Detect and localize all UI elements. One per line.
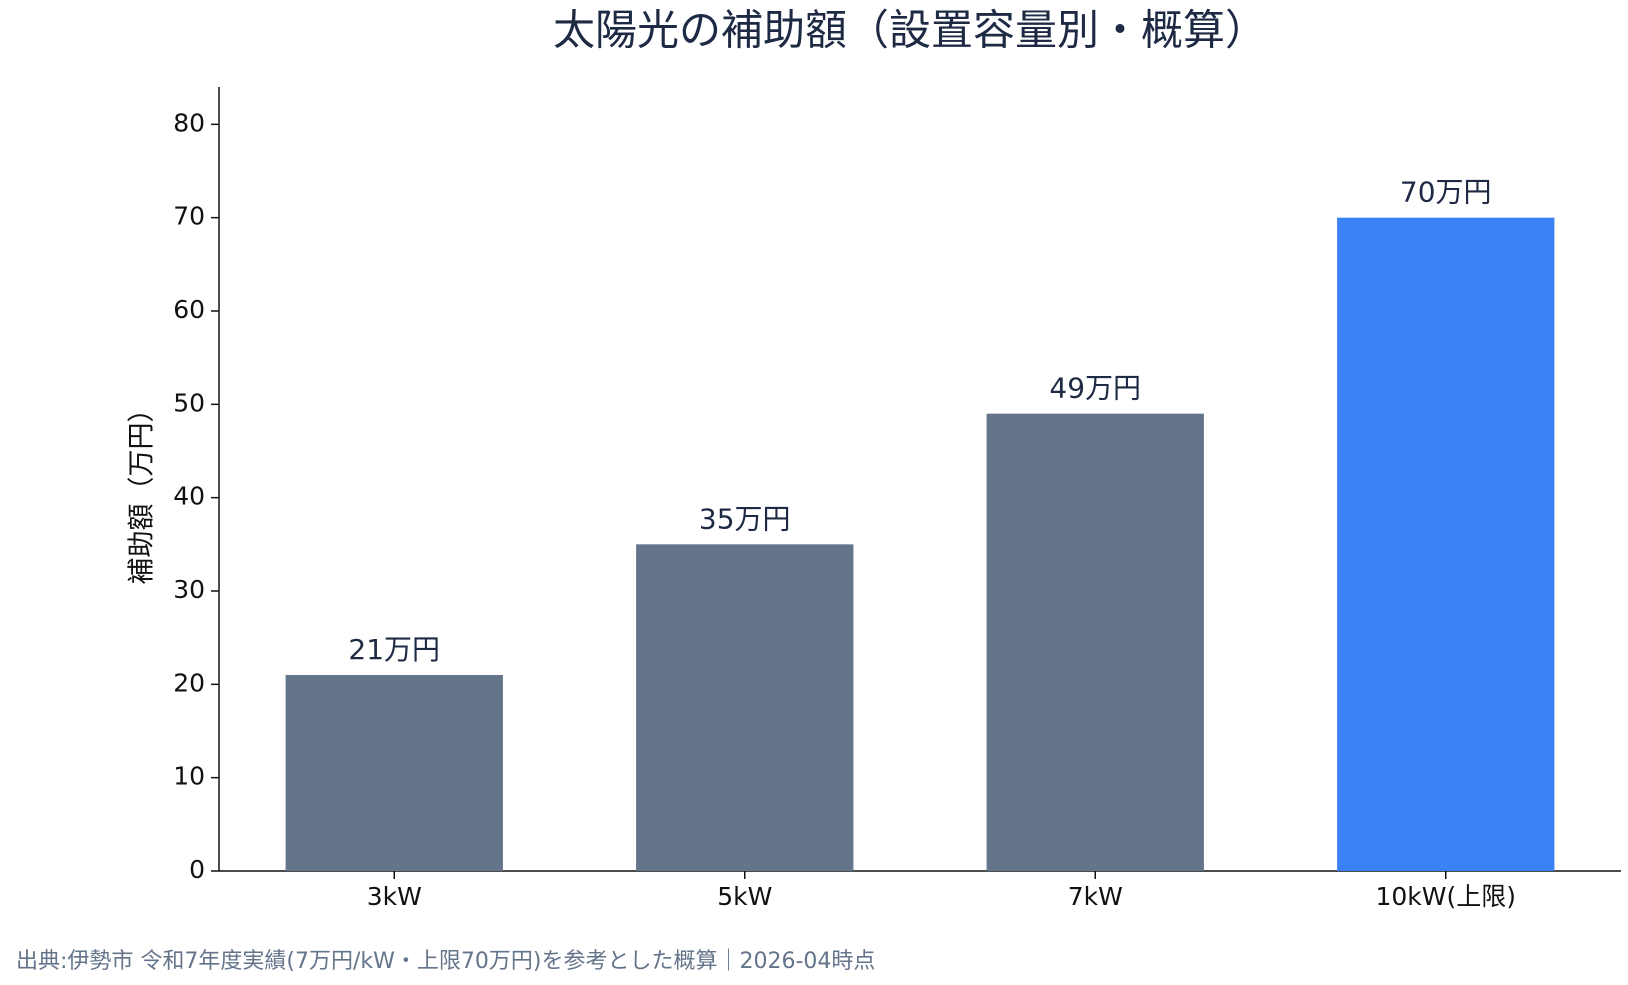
bar bbox=[986, 413, 1204, 871]
y-tick-label: 40 bbox=[173, 482, 205, 511]
x-tick-label: 7kW bbox=[1068, 882, 1123, 911]
y-tick-label: 70 bbox=[173, 202, 205, 231]
y-tick-label: 60 bbox=[173, 295, 205, 324]
y-tick-label: 80 bbox=[173, 108, 205, 137]
bar bbox=[285, 675, 503, 871]
y-tick-label: 50 bbox=[173, 388, 205, 417]
y-axis-label: 補助額（万円） bbox=[127, 396, 158, 585]
x-tick-label: 3kW bbox=[367, 882, 422, 911]
y-tick-label: 0 bbox=[189, 855, 205, 884]
source-note: 出典:伊勢市 令和7年度実績(7万円/kW・上限70万円)を参考とした概算｜20… bbox=[16, 949, 875, 974]
value-label: 70万円 bbox=[1400, 176, 1492, 209]
x-tick-label: 10kW(上限) bbox=[1375, 882, 1516, 911]
bar bbox=[636, 544, 854, 871]
bar bbox=[1337, 217, 1555, 871]
chart-title: 太陽光の補助額（設置容量別・概算） bbox=[553, 6, 1267, 55]
x-tick-label: 5kW bbox=[717, 882, 772, 911]
value-label: 35万円 bbox=[699, 502, 791, 535]
value-label: 21万円 bbox=[348, 633, 440, 666]
y-tick-label: 20 bbox=[173, 668, 205, 697]
y-tick-label: 30 bbox=[173, 575, 205, 604]
value-label: 49万円 bbox=[1049, 372, 1141, 405]
y-tick-label: 10 bbox=[173, 762, 205, 791]
